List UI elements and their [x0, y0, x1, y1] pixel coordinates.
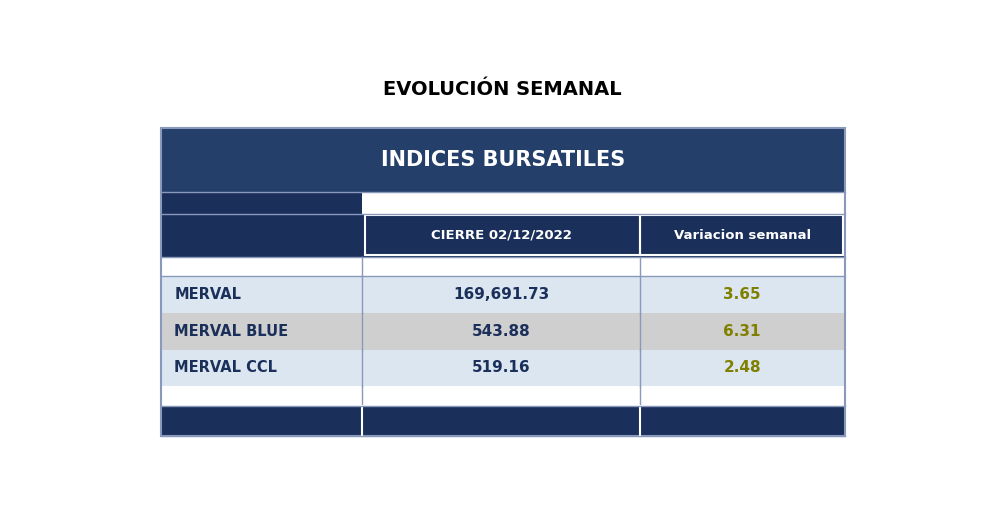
Text: CIERRE 02/12/2022: CIERRE 02/12/2022: [431, 229, 572, 242]
Bar: [161, 350, 363, 386]
Bar: [161, 257, 845, 276]
Text: 519.16: 519.16: [472, 361, 531, 375]
Text: 3.65: 3.65: [723, 287, 761, 302]
Bar: [640, 313, 845, 350]
Text: 6.31: 6.31: [724, 324, 761, 339]
Bar: [365, 215, 640, 255]
Bar: [161, 386, 845, 405]
Bar: [363, 192, 845, 214]
Bar: [363, 276, 640, 313]
Bar: [641, 215, 843, 255]
Text: 543.88: 543.88: [472, 324, 531, 339]
Bar: [161, 214, 845, 257]
Text: MERVAL BLUE: MERVAL BLUE: [175, 324, 288, 339]
Text: MERVAL: MERVAL: [175, 287, 241, 302]
Bar: [363, 350, 640, 386]
Bar: [161, 313, 363, 350]
Bar: [161, 276, 363, 313]
Bar: [161, 405, 845, 436]
Text: Variacion semanal: Variacion semanal: [674, 229, 811, 242]
Bar: [161, 128, 845, 192]
Bar: [640, 276, 845, 313]
Text: INDICES BURSATILES: INDICES BURSATILES: [381, 150, 625, 170]
Bar: [161, 128, 845, 436]
Text: MERVAL CCL: MERVAL CCL: [175, 361, 278, 375]
Text: EVOLUCIÓN SEMANAL: EVOLUCIÓN SEMANAL: [384, 80, 622, 99]
Bar: [161, 192, 363, 214]
Bar: [363, 313, 640, 350]
Bar: [640, 350, 845, 386]
Text: 2.48: 2.48: [723, 361, 761, 375]
Text: 169,691.73: 169,691.73: [453, 287, 549, 302]
